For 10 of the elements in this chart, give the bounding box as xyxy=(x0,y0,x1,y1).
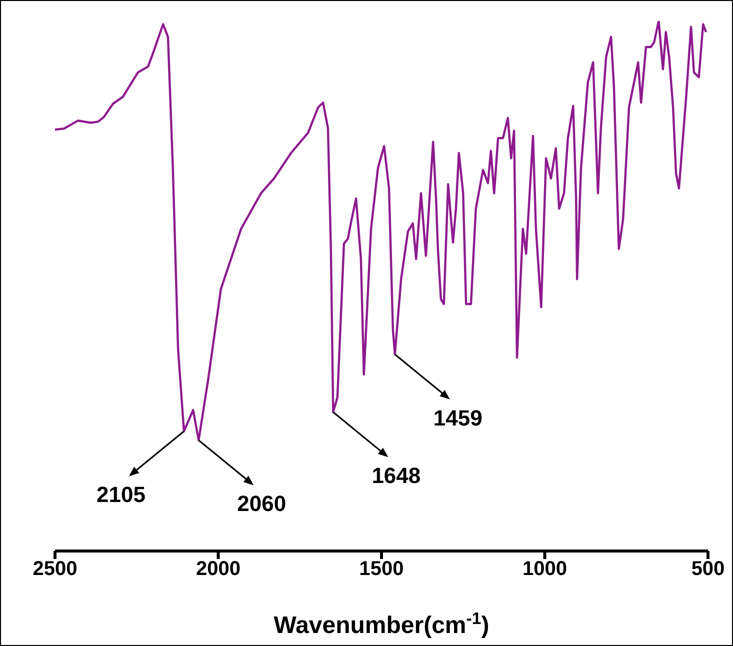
annotation: 1648 xyxy=(372,463,421,488)
x-tick-label: 2500 xyxy=(32,558,78,580)
annotation: 1459 xyxy=(433,405,482,430)
x-tick-label: 500 xyxy=(691,558,725,580)
annotation: 2105 xyxy=(96,482,146,508)
x-tick-label: 2000 xyxy=(196,558,240,580)
annotation: 2060 xyxy=(237,491,286,516)
x-tick-label: 1500 xyxy=(359,558,404,580)
x-tick-label: 1000 xyxy=(522,558,567,580)
x-axis-title: Wavenumber(cm$^{-1}$) xyxy=(274,608,490,639)
